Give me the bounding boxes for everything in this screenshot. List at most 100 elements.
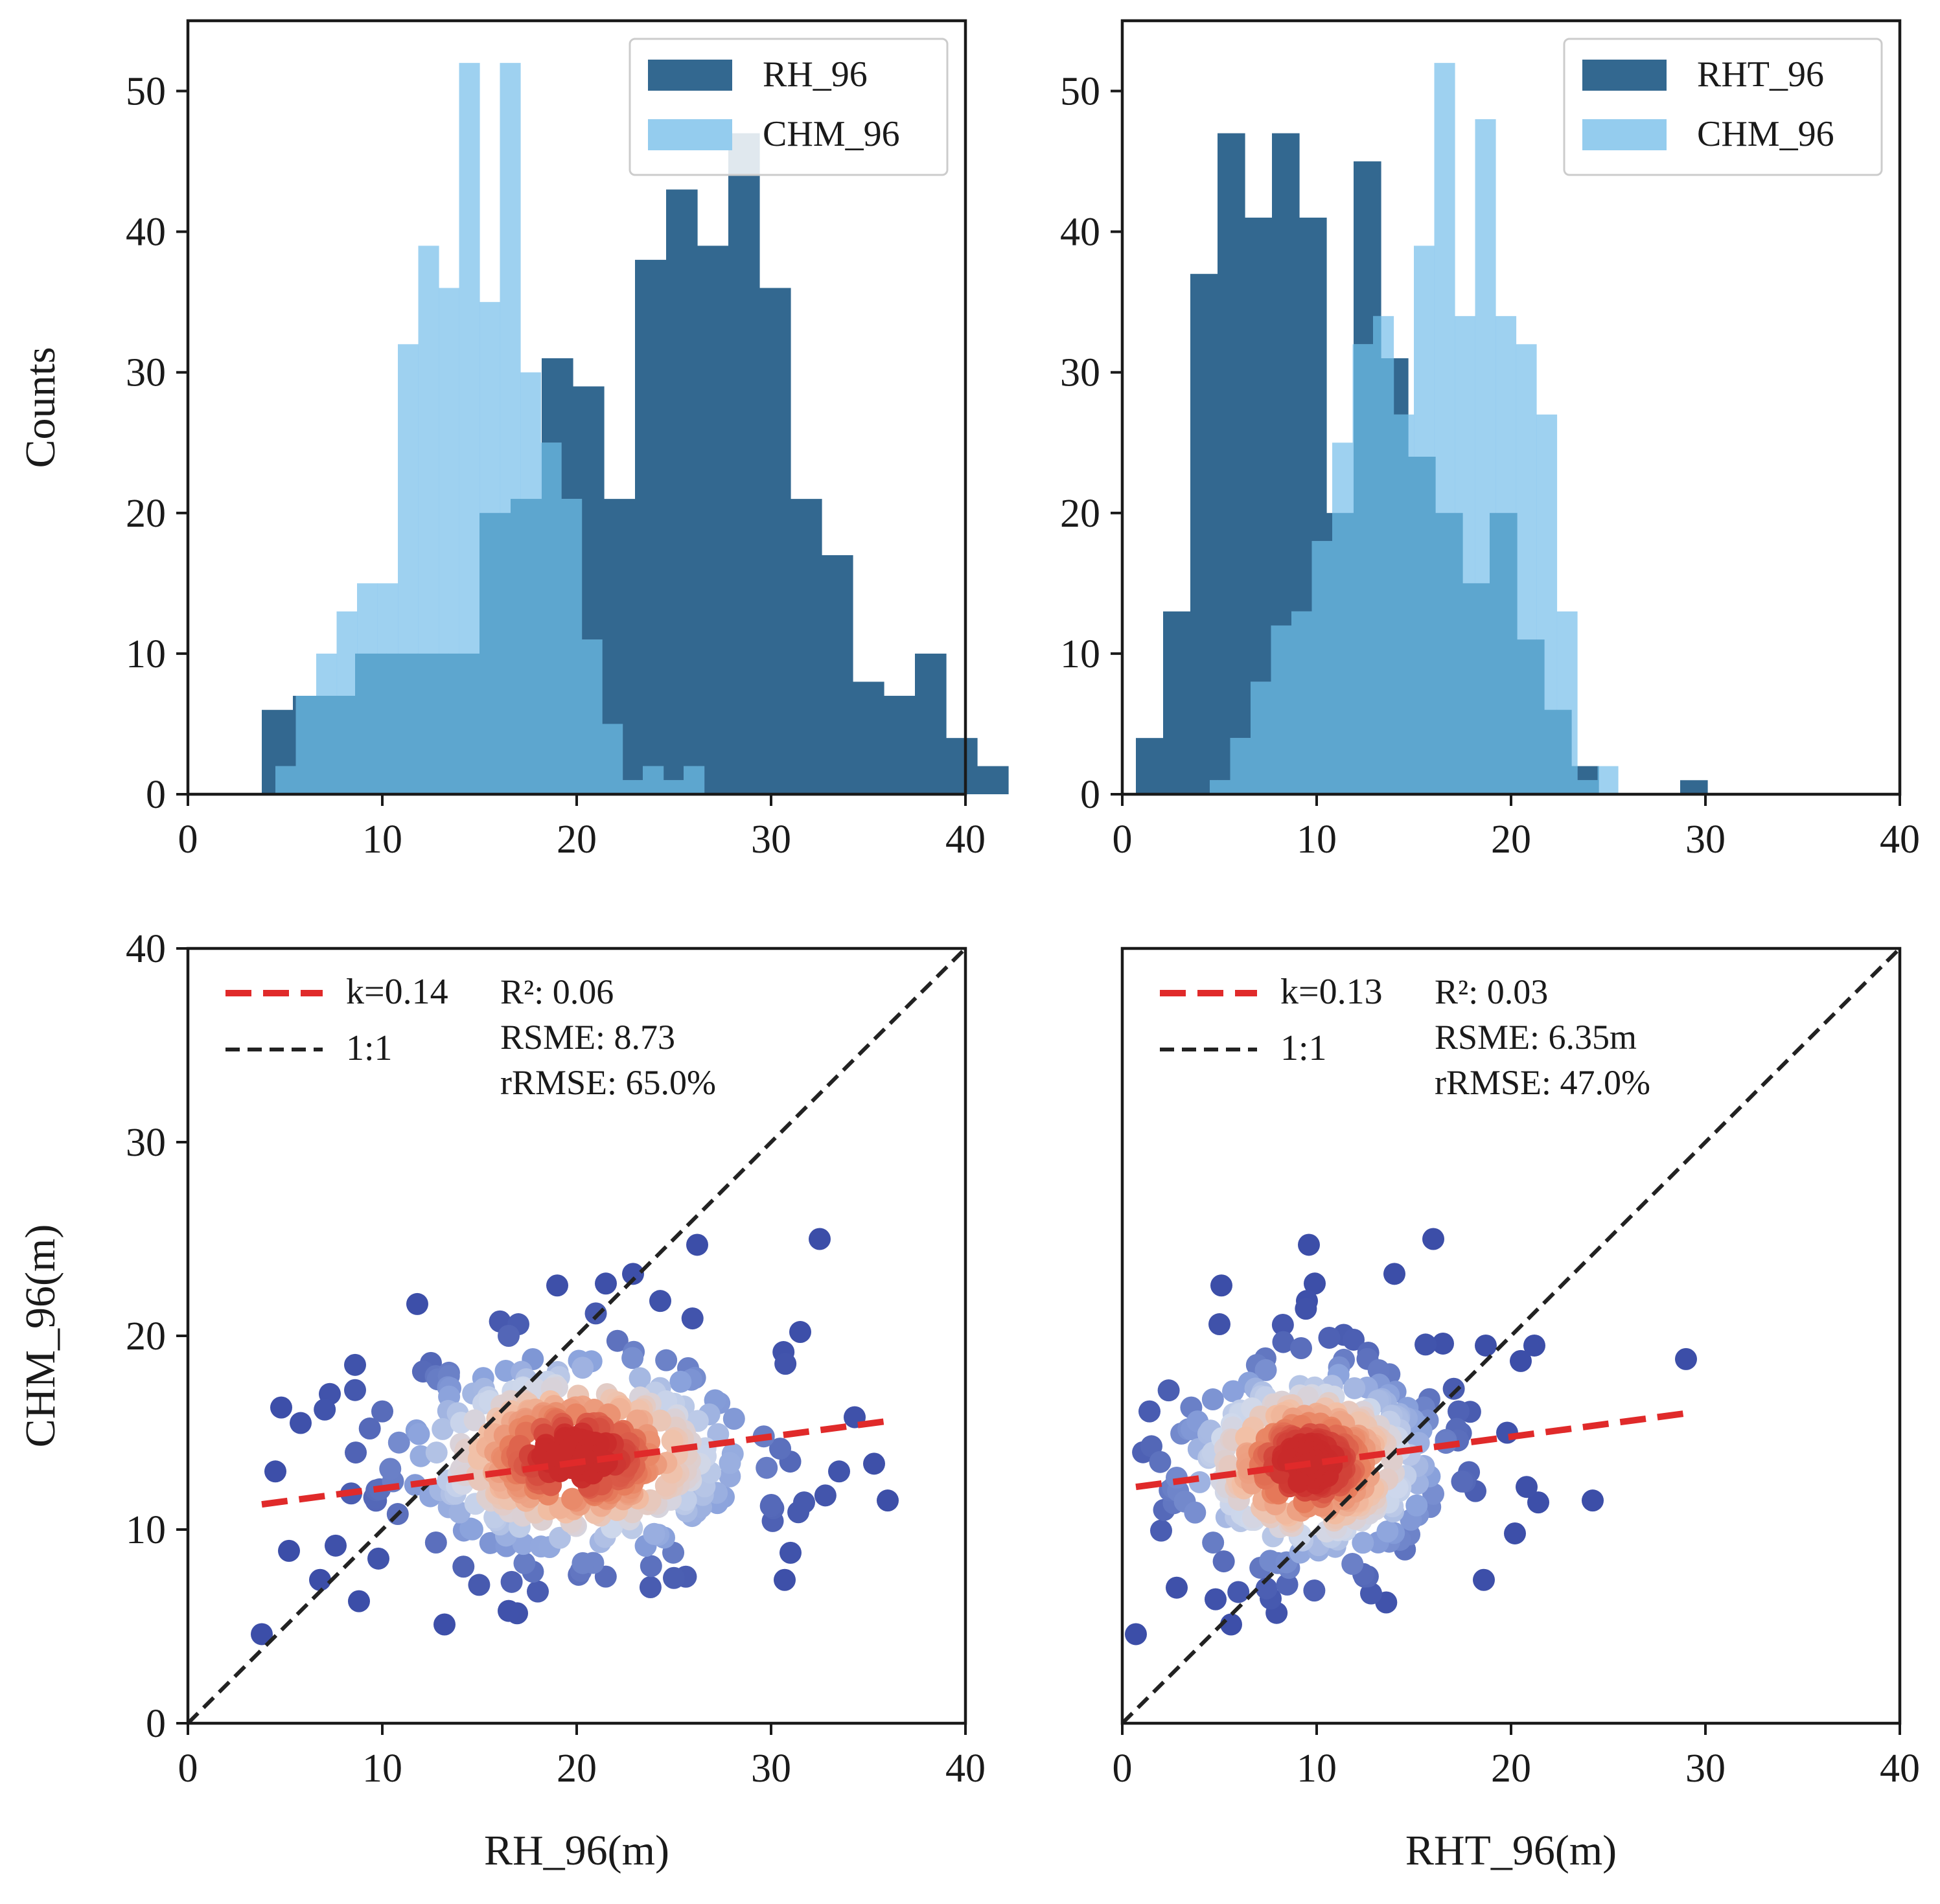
hist-overlap: [1210, 780, 1218, 794]
scatter-point: [251, 1623, 273, 1646]
plot-frame: [186, 946, 967, 1725]
y-tick-label: 10: [126, 632, 166, 676]
scatter-point: [379, 1458, 402, 1480]
scatter-point: [433, 1613, 456, 1636]
hist-overlap: [377, 653, 387, 794]
stats-annotation: RSME: 6.35m: [1435, 1018, 1637, 1057]
scatter-point: [877, 1489, 899, 1512]
scatter-point: [348, 1590, 370, 1612]
hist-overlap: [602, 724, 605, 794]
stats-annotation: R²: 0.06: [500, 972, 614, 1011]
hist-overlap: [316, 696, 325, 794]
scatter-point: [546, 1274, 568, 1297]
hist-overlap: [1218, 780, 1231, 794]
scatter-point: [1318, 1326, 1341, 1349]
one-to-one-line: [188, 948, 965, 1723]
scatter-point: [1496, 1421, 1518, 1444]
scatter-point: [1442, 1377, 1465, 1400]
y-tick-label: 50: [1060, 70, 1100, 114]
y-tick-label: 20: [1060, 492, 1100, 536]
y-axis-title: CHM_96(m): [17, 1224, 64, 1448]
hist-overlap: [1414, 456, 1435, 794]
hist-overlap: [459, 653, 480, 794]
y-tick-label: 30: [126, 1121, 166, 1165]
x-tick-label: 10: [1297, 1747, 1337, 1791]
scatter-point: [1405, 1494, 1428, 1517]
hist-overlap: [684, 766, 698, 794]
stats-annotation: R²: 0.03: [1435, 972, 1548, 1011]
scatter-point: [512, 1533, 535, 1555]
scatter-point: [719, 1452, 741, 1474]
scatter-point: [1149, 1519, 1172, 1542]
scatter-point: [1222, 1380, 1245, 1403]
y-tick-label: 50: [126, 70, 166, 114]
scatter-point: [572, 1552, 594, 1574]
hist-overlap: [1455, 512, 1463, 794]
scatter-point: [1166, 1576, 1188, 1599]
hist-overlap: [666, 780, 684, 794]
hist-overlap: [1311, 541, 1327, 794]
hist-bar-rh_96: [791, 499, 822, 794]
scatter-point: [1432, 1332, 1454, 1355]
scatter-point: [270, 1396, 292, 1419]
hist-bar-rh_96: [884, 696, 916, 794]
hist-overlap: [1393, 414, 1409, 794]
scatter-point: [1149, 1451, 1172, 1473]
scatter-point: [432, 1417, 454, 1440]
hist-bar-rh_96: [853, 682, 884, 794]
scatter-point: [1298, 1233, 1320, 1256]
scatter-point: [622, 1263, 644, 1285]
scatter-point: [1210, 1274, 1232, 1297]
hist-overlap: [355, 653, 358, 794]
hist-overlap: [500, 512, 511, 794]
x-tick-label: 0: [1113, 818, 1133, 862]
hist-bar-rht_96: [1163, 611, 1191, 794]
x-tick-label: 30: [1685, 1747, 1726, 1791]
scatter-point: [1516, 1476, 1538, 1498]
hist-bar-rht_96: [1136, 738, 1164, 794]
hist-overlap: [448, 653, 460, 794]
legend-fit-label: k=0.14: [346, 972, 448, 1012]
scatter-point: [756, 1456, 778, 1479]
scatter-points: [188, 948, 965, 1723]
scatter-point: [621, 1347, 644, 1370]
x-tick-label: 20: [557, 818, 597, 862]
scatter-point: [1473, 1568, 1495, 1591]
scatter-point: [513, 1552, 536, 1574]
hist-overlap: [663, 780, 667, 794]
scatter-point: [1212, 1550, 1235, 1573]
scatter-panel-scatter_rh: 0 10 20 30 40 0 10 20 30 40 k=0.14 1:1 R²: 0.06 RSME:…: [17, 927, 986, 1874]
hist-bar-rh_96: [635, 260, 667, 794]
y-tick-label: 20: [126, 1314, 166, 1359]
scatter-point: [345, 1441, 367, 1464]
hist-overlap: [293, 766, 297, 794]
scatter-point: [1523, 1334, 1545, 1357]
y-tick-label: 0: [146, 773, 166, 817]
hist-overlap: [1272, 625, 1292, 794]
scatter-point: [1341, 1553, 1364, 1576]
scatter-point: [1527, 1491, 1549, 1514]
scatter-point: [1272, 1331, 1295, 1353]
y-tick-label: 10: [126, 1508, 166, 1552]
scatter-point: [461, 1518, 483, 1541]
legend-one-to-one-label: 1:1: [346, 1028, 393, 1068]
scatter-point: [774, 1568, 796, 1591]
scatter-point: [408, 1423, 430, 1445]
scatter-point: [554, 1442, 577, 1465]
hist-overlap: [520, 499, 542, 794]
scatter-point: [629, 1367, 651, 1390]
y-axis-title: Counts: [17, 347, 64, 468]
scatter-point: [1255, 1577, 1278, 1600]
legend-swatch: [1582, 119, 1667, 150]
one-to-one-line: [1122, 948, 1900, 1723]
y-tick-label: 40: [126, 211, 166, 255]
hist-overlap: [439, 653, 449, 794]
scatter-point: [468, 1574, 491, 1596]
x-tick-label: 40: [1880, 818, 1920, 862]
scatter-point: [1201, 1388, 1224, 1411]
scatter-point: [463, 1409, 486, 1432]
scatter-point: [527, 1580, 549, 1603]
scatter-point: [1451, 1470, 1473, 1493]
hist-overlap: [386, 653, 398, 794]
scatter-point: [561, 1487, 584, 1510]
